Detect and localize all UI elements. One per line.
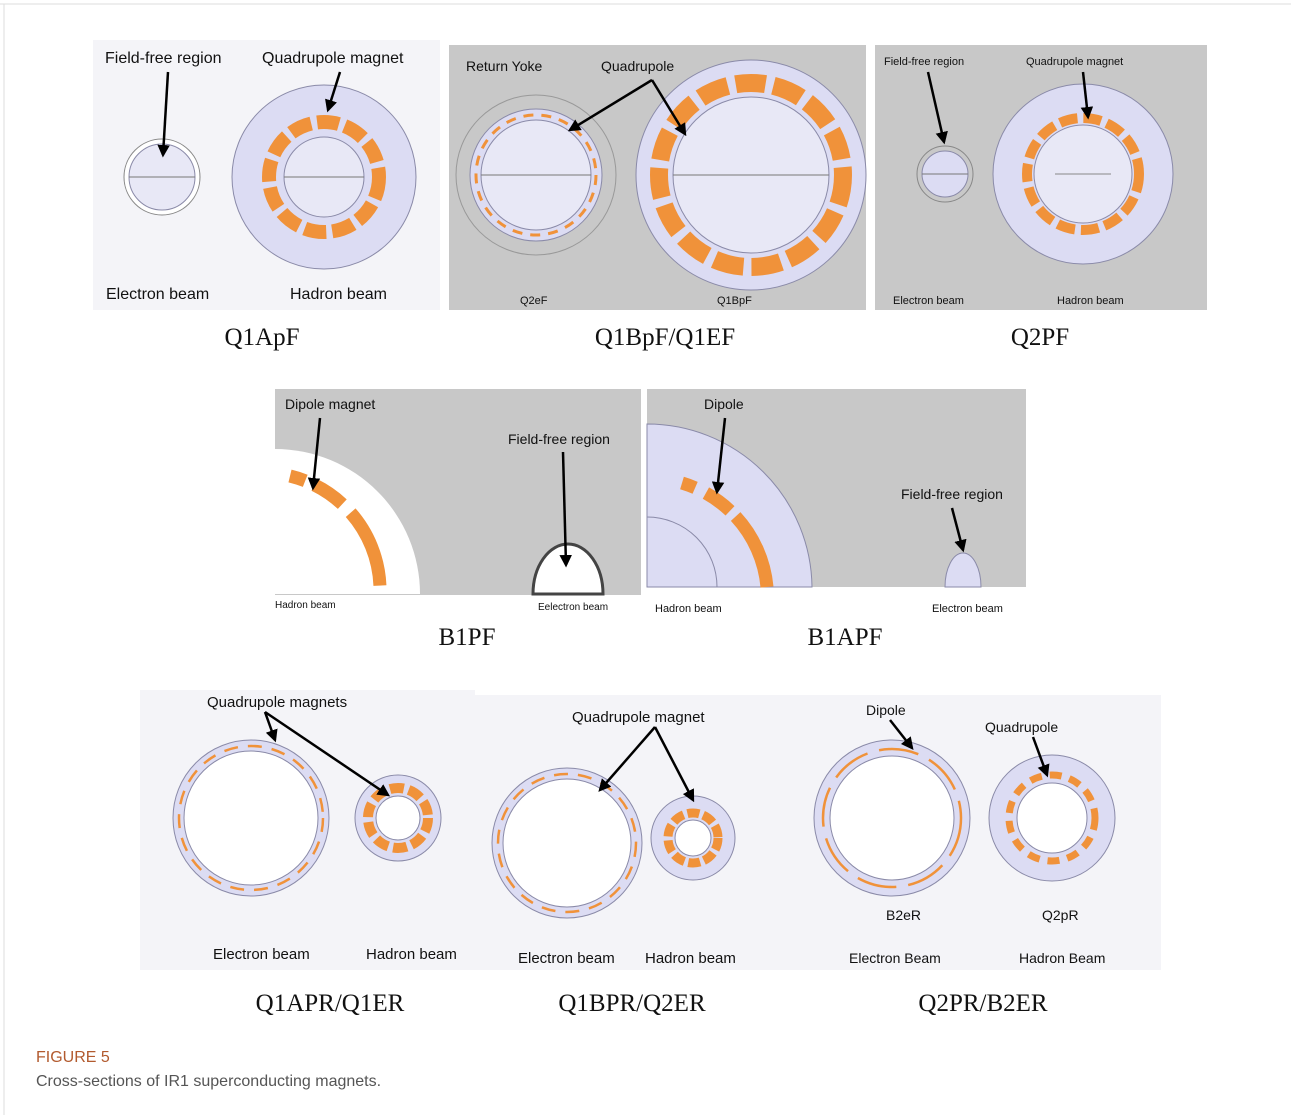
- label: Field-free region: [105, 50, 222, 67]
- label: Quadrupole magnets: [207, 694, 347, 711]
- label: Electron beam: [106, 286, 209, 303]
- coil: [1022, 113, 1144, 235]
- label: Hadron beam: [290, 286, 387, 303]
- label: Q2pR: [1042, 907, 1079, 923]
- label: B2eR: [886, 907, 921, 923]
- label: Q1ApF: [224, 324, 299, 351]
- label: Quadrupole magnet: [262, 50, 404, 67]
- label: Q1BpF/Q1EF: [595, 324, 735, 351]
- arrow: [889, 719, 914, 750]
- shape: [647, 587, 1026, 615]
- shape: [674, 819, 712, 857]
- arrow: [598, 726, 656, 792]
- panel-q1bpf: Return Yoke Quadrupole Q2eF Q1BpF Q1BpF/…: [449, 45, 867, 351]
- coil: [1005, 771, 1099, 865]
- label: Dipole magnet: [285, 396, 375, 412]
- label: Eelectron beam: [538, 602, 608, 613]
- coil: [680, 476, 774, 588]
- label: Quadrupole: [601, 58, 674, 74]
- panel-q2pf: Field-free region Quadrupole magnet Elec…: [875, 45, 1207, 351]
- label: Quadrupole magnet: [1026, 56, 1123, 68]
- coil: [663, 808, 723, 868]
- label: Q2eF: [520, 295, 548, 307]
- figure-caption: Cross-sections of IR1 superconducting ma…: [36, 1073, 381, 1090]
- panel-q1apr: Quadrupole magnets Electron beam Hadron …: [140, 690, 475, 1017]
- shape: [375, 795, 421, 841]
- label: Electron beam: [932, 603, 1003, 615]
- label: Q1BPR/Q2ER: [558, 990, 706, 1017]
- shape: [1016, 782, 1088, 854]
- panel-b1apf: Dipole Field-free region Hadron beam Ele…: [646, 389, 1026, 651]
- arrow: [559, 451, 572, 568]
- arrow: [950, 507, 967, 553]
- shape: [944, 552, 982, 588]
- shape: [829, 755, 955, 881]
- label: Dipole: [704, 396, 744, 412]
- label: Electron beam: [893, 295, 964, 307]
- coil: [474, 113, 598, 237]
- label: Hadron beam: [366, 946, 457, 963]
- frame: [0, 3, 1291, 1115]
- panel-q1apf: Field-free region Quadrupole magnet Elec…: [93, 40, 440, 351]
- coil: [177, 744, 325, 892]
- shape: [531, 542, 605, 596]
- panel-q2pr: Dipole Quadrupole B2eR Q2pR Electron Bea…: [777, 695, 1161, 1017]
- label: Hadron beam: [1057, 295, 1124, 307]
- shape: [646, 516, 718, 588]
- label: B1APF: [807, 624, 882, 651]
- label: Q1BpF: [717, 295, 752, 307]
- label: Quadrupole magnet: [572, 709, 705, 726]
- label: Return Yoke: [466, 58, 542, 74]
- arrow: [264, 710, 391, 797]
- label: B1PF: [439, 624, 496, 651]
- shape: [275, 595, 641, 615]
- arrow: [711, 417, 727, 495]
- arrow: [567, 78, 653, 132]
- arrow: [650, 79, 687, 137]
- coil: [650, 74, 852, 276]
- label: Quadrupole: [985, 719, 1058, 735]
- arrow: [926, 71, 948, 145]
- coil: [496, 772, 638, 914]
- coil: [363, 783, 433, 853]
- arrow: [157, 71, 170, 158]
- arrow: [307, 417, 322, 491]
- label: Hadron beam: [655, 603, 722, 615]
- label: Hadron Beam: [1019, 950, 1105, 966]
- coil: [821, 747, 963, 889]
- label: Electron Beam: [849, 950, 941, 966]
- arrow: [263, 711, 278, 743]
- panel-q1bpr: Quadrupole magnet Electron beam Hadron b…: [475, 695, 777, 1017]
- label: Hadron beam: [275, 600, 336, 611]
- arrow: [1080, 71, 1094, 120]
- label: Q2PF: [1011, 324, 1069, 351]
- arrow: [1031, 736, 1050, 778]
- panel-b1pf: Dipole magnet Field-free region Hadron b…: [275, 389, 641, 651]
- label: Q1APR/Q1ER: [256, 990, 405, 1017]
- coil: [262, 115, 386, 239]
- arrow: [325, 71, 342, 113]
- shape: [502, 778, 632, 908]
- label: Electron beam: [213, 946, 310, 963]
- label: Q2PR/B2ER: [918, 990, 1048, 1017]
- coil: [288, 469, 387, 595]
- label: Field-free region: [508, 431, 610, 447]
- label: Electron beam: [518, 950, 615, 967]
- shape: [183, 750, 319, 886]
- label: Dipole: [866, 702, 906, 718]
- arrow: [653, 726, 695, 803]
- label: Field-free region: [884, 56, 964, 68]
- label: Field-free region: [901, 486, 1003, 502]
- label: Hadron beam: [645, 950, 736, 967]
- figure-label: FIGURE 5: [36, 1049, 110, 1066]
